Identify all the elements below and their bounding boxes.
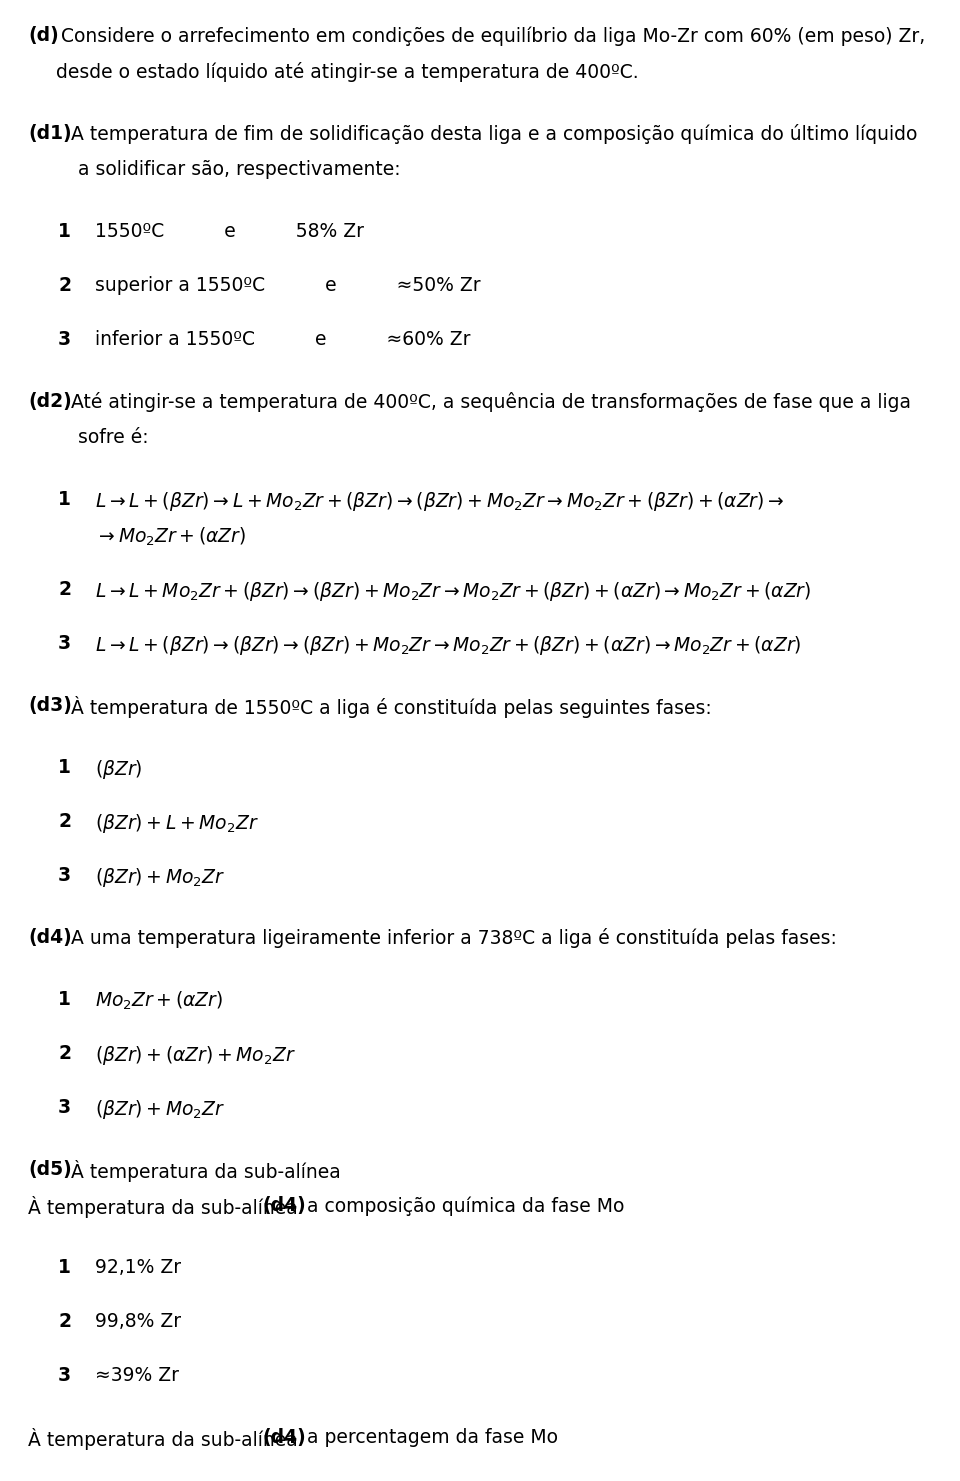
Text: ≈39% Zr: ≈39% Zr: [95, 1365, 179, 1385]
Text: $(\beta Zr)+Mo_2Zr$: $(\beta Zr)+Mo_2Zr$: [95, 866, 226, 889]
Text: $\rightarrow Mo_2Zr+(\alpha Zr)$: $\rightarrow Mo_2Zr+(\alpha Zr)$: [95, 526, 246, 548]
Text: (d5): (d5): [28, 1160, 72, 1179]
Text: (d4): (d4): [28, 929, 72, 946]
Text: $L \rightarrow L+(\beta Zr) \rightarrow L+Mo_2Zr+(\beta Zr) \rightarrow (\beta Z: $L \rightarrow L+(\beta Zr) \rightarrow …: [95, 490, 784, 512]
Text: (d4): (d4): [262, 1428, 306, 1447]
Text: Até atingir-se a temperatura de 400ºC, a sequência de transformações de fase que: Até atingir-se a temperatura de 400ºC, a…: [71, 392, 911, 412]
Text: $(\beta Zr)$: $(\beta Zr)$: [95, 758, 142, 780]
Text: $L \rightarrow L+(\beta Zr) \rightarrow (\beta Zr) \rightarrow (\beta Zr)+Mo_2Zr: $L \rightarrow L+(\beta Zr) \rightarrow …: [95, 634, 802, 658]
Text: À temperatura da sub-alínea: À temperatura da sub-alínea: [71, 1160, 347, 1182]
Text: 3: 3: [58, 1097, 71, 1117]
Text: 2: 2: [58, 1312, 71, 1331]
Text: (d): (d): [28, 27, 59, 44]
Text: 2: 2: [58, 275, 71, 295]
Text: 99,8% Zr: 99,8% Zr: [95, 1312, 181, 1331]
Text: A uma temperatura ligeiramente inferior a 738ºC a liga é constituída pelas fases: A uma temperatura ligeiramente inferior …: [71, 929, 837, 948]
Text: superior a 1550ºC          e          ≈50% Zr: superior a 1550ºC e ≈50% Zr: [95, 275, 481, 295]
Text: 3: 3: [58, 634, 71, 653]
Text: À temperatura da sub-alínea: À temperatura da sub-alínea: [28, 1197, 303, 1217]
Text: Considere o arrefecimento em condições de equilíbrio da liga Mo-Zr com 60% (em p: Considere o arrefecimento em condições d…: [61, 27, 925, 46]
Text: inferior a 1550ºC          e          ≈60% Zr: inferior a 1550ºC e ≈60% Zr: [95, 330, 470, 350]
Text: $L \rightarrow L+Mo_2Zr+(\beta Zr) \rightarrow (\beta Zr)+Mo_2Zr \rightarrow Mo_: $L \rightarrow L+Mo_2Zr+(\beta Zr) \righ…: [95, 581, 811, 603]
Text: (d4): (d4): [262, 1197, 306, 1214]
Text: desde o estado líquido até atingir-se a temperatura de 400ºC.: desde o estado líquido até atingir-se a …: [56, 62, 638, 81]
Text: (d2): (d2): [28, 392, 72, 412]
Text: $Mo_2Zr+(\alpha Zr)$: $Mo_2Zr+(\alpha Zr)$: [95, 989, 223, 1013]
Text: 1: 1: [58, 222, 71, 241]
Text: a solidificar são, respectivamente:: a solidificar são, respectivamente:: [78, 160, 400, 179]
Text: (d3): (d3): [28, 696, 72, 715]
Text: 1: 1: [58, 989, 71, 1009]
Text: 1550ºC          e          58% Zr: 1550ºC e 58% Zr: [95, 222, 364, 241]
Text: a composição química da fase Mo: a composição química da fase Mo: [301, 1197, 625, 1216]
Text: A temperatura de fim de solidificação desta liga e a composição química do últim: A temperatura de fim de solidificação de…: [71, 124, 917, 144]
Text: 1: 1: [58, 758, 71, 778]
Text: sofre é:: sofre é:: [78, 428, 149, 447]
Text: 3: 3: [58, 1365, 71, 1385]
Text: 3: 3: [58, 866, 71, 886]
Text: 2: 2: [58, 581, 71, 598]
Text: $(\beta Zr)+(\alpha Zr)+Mo_2Zr$: $(\beta Zr)+(\alpha Zr)+Mo_2Zr$: [95, 1044, 296, 1066]
Text: 92,1% Zr: 92,1% Zr: [95, 1257, 181, 1277]
Text: 3: 3: [58, 330, 71, 350]
Text: a percentagem da fase Mo: a percentagem da fase Mo: [301, 1428, 559, 1447]
Text: $(\beta Zr)+Mo_2Zr$: $(\beta Zr)+Mo_2Zr$: [95, 1097, 226, 1121]
Text: (d1): (d1): [28, 124, 72, 144]
Text: À temperatura da sub-alínea: À temperatura da sub-alínea: [28, 1428, 303, 1450]
Text: À temperatura de 1550ºC a liga é constituída pelas seguintes fases:: À temperatura de 1550ºC a liga é constit…: [71, 696, 711, 718]
Text: 2: 2: [58, 812, 71, 831]
Text: 2: 2: [58, 1044, 71, 1063]
Text: $(\beta Zr)+L+Mo_2Zr$: $(\beta Zr)+L+Mo_2Zr$: [95, 812, 258, 835]
Text: 1: 1: [58, 1257, 71, 1277]
Text: 1: 1: [58, 490, 71, 509]
